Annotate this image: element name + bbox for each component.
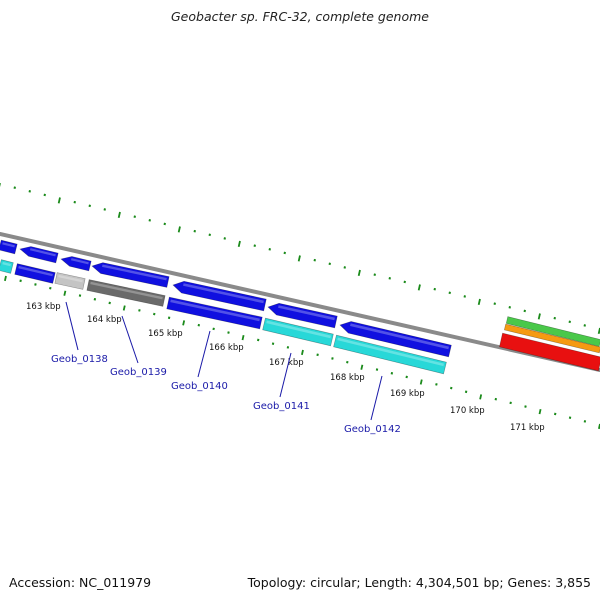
kbp-label: 171 kbp — [510, 423, 545, 433]
tick-mark — [301, 349, 304, 356]
cds-lower-cyan-edge — [0, 259, 14, 274]
gene-label-text: Geob_0138 — [51, 354, 108, 365]
cds-lower-2 — [54, 272, 86, 290]
gene-label-text: Geob_0139 — [110, 367, 167, 378]
gene-label-text: Geob_0141 — [253, 401, 310, 412]
gene-label-text: Geob_0140 — [171, 381, 228, 392]
tick-marks-layer — [0, 183, 600, 430]
gene-leader-line — [197, 330, 211, 378]
kbp-label: 168 kbp — [330, 373, 365, 383]
tick-mark — [177, 226, 181, 233]
cds-lower-1 — [14, 263, 56, 284]
tick-mark — [538, 409, 542, 415]
gene-label-4: Geob_0141 — [253, 352, 310, 412]
gene-label-text: Geob_0142 — [344, 424, 401, 435]
tick-mark — [63, 290, 67, 296]
kbp-label: 169 kbp — [390, 389, 425, 399]
tick-mark — [117, 211, 121, 219]
tick-mark — [357, 269, 361, 277]
cds-upper-edge — [0, 239, 18, 255]
gene-leader-line — [370, 375, 383, 421]
rrna-green-bar — [505, 316, 600, 347]
tick-mark — [479, 394, 483, 400]
rrna-red-bar — [499, 332, 600, 372]
map-title: Geobacter sp. FRC-32, complete genome — [171, 9, 429, 24]
cds-upper-1 — [19, 246, 59, 264]
cds-upper-4 — [172, 280, 267, 312]
tick-mark — [241, 335, 245, 341]
features-layer — [0, 239, 452, 375]
cds-upper-3 — [91, 262, 170, 288]
cds-lower-4 — [166, 296, 263, 330]
gene-leader-line — [121, 315, 139, 364]
kbp-label: 166 kbp — [209, 343, 244, 353]
tick-mark — [122, 305, 126, 311]
genome-summary-text: Topology: circular; Length: 4,304,501 bp… — [247, 575, 591, 590]
tick-mark — [417, 284, 421, 291]
tick-mark — [4, 275, 7, 282]
gene-label-5: Geob_0142 — [344, 375, 401, 435]
kbp-label: 167 kbp — [269, 358, 304, 368]
cds-lower-3 — [86, 279, 166, 307]
kbp-label: 163 kbp — [26, 302, 61, 312]
genome-backbone — [0, 232, 600, 372]
cds-upper-5 — [267, 302, 338, 329]
kbp-label: 170 kbp — [450, 406, 485, 416]
tick-mark — [360, 364, 364, 370]
rrna-layer — [499, 316, 600, 372]
gene-label-3: Geob_0140 — [171, 330, 228, 392]
cds-upper-6 — [339, 321, 452, 358]
kbp-label: 165 kbp — [148, 329, 183, 339]
cds-lower-5 — [262, 317, 334, 347]
kbp-labels-layer: 163 kbp 164 kbp 165 kbp 166 kbp 167 kbp 168 k… — [26, 302, 545, 433]
tick-mark — [182, 320, 186, 326]
gene-leader-line — [65, 301, 79, 351]
gene-leader-line — [279, 352, 292, 398]
gene-label-2: Geob_0139 — [110, 315, 167, 378]
tick-mark — [537, 313, 541, 320]
kbp-label: 164 kbp — [87, 315, 122, 325]
cds-lower-6 — [333, 334, 447, 375]
tick-mark — [419, 379, 423, 385]
tick-mark — [57, 197, 61, 204]
accession-text: Accession: NC_011979 — [9, 575, 152, 590]
cds-upper-2 — [60, 256, 92, 272]
backbone-layer — [0, 232, 600, 372]
gene-label-1: Geob_0138 — [51, 301, 108, 365]
tick-mark — [297, 255, 301, 262]
rrna-orange-bar — [503, 323, 600, 354]
tick-mark — [477, 298, 481, 306]
tick-mark — [237, 240, 241, 248]
